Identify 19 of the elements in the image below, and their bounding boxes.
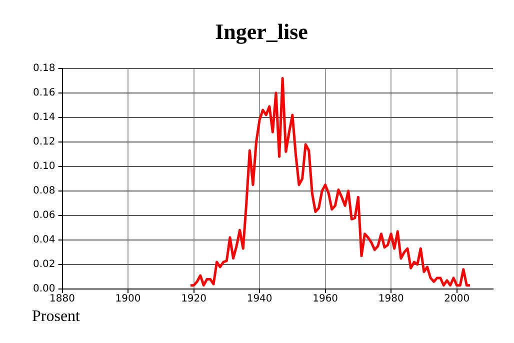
x-tick-label: 1900: [115, 294, 141, 305]
y-tick-label: 0.02: [33, 259, 56, 270]
x-tick-label: 2000: [444, 294, 470, 305]
y-tick-label: 0.16: [33, 88, 56, 99]
y-tick-label: 0.18: [33, 62, 56, 74]
x-tick-label: 1880: [50, 294, 75, 305]
y-tick-label: 0.12: [33, 136, 56, 148]
x-tick-label: 1980: [378, 294, 404, 305]
y-tick-label: 0.00: [33, 284, 56, 295]
y-tick-label: 0.14: [33, 112, 56, 124]
x-tick-label: 1920: [181, 294, 207, 305]
y-tick-label: 0.04: [33, 234, 56, 246]
y-tick-label: 0.08: [33, 186, 56, 197]
x-tick-label: 1960: [312, 294, 338, 305]
chart-title: Inger_lise: [215, 18, 308, 44]
y-tick-label: 0.10: [33, 161, 56, 172]
y-tick-label: 0.06: [33, 210, 56, 222]
y-axis-title: Prosent: [32, 308, 80, 326]
x-tick-label: 1940: [246, 294, 272, 305]
